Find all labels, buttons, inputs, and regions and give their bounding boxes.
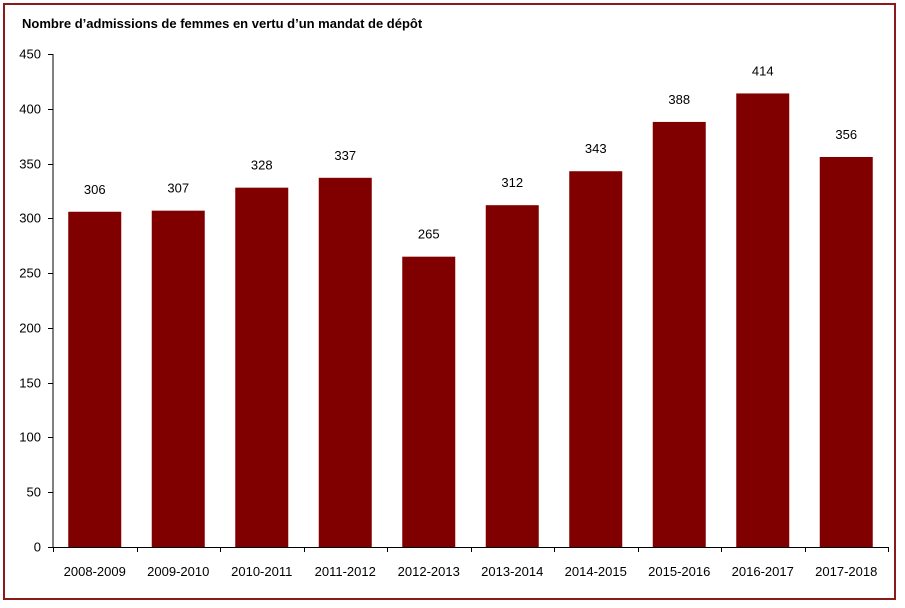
data-label: 312: [501, 175, 523, 190]
x-tick-label: 2010-2011: [231, 564, 292, 579]
data-label: 388: [668, 92, 690, 107]
bar: [819, 156, 873, 547]
data-label: 343: [585, 141, 607, 156]
y-axis: 0 50 100 150 200 250 300 350 400 450: [19, 47, 54, 555]
y-tick-label: 300: [19, 211, 41, 226]
x-tick-label: 2016-2017: [732, 564, 794, 579]
data-label: 307: [167, 181, 189, 196]
x-tick-label: 2014-2015: [565, 564, 627, 579]
y-tick-label: 350: [19, 157, 41, 172]
bar: [569, 171, 623, 548]
x-tick-label: 2009-2010: [147, 564, 209, 579]
bar: [235, 187, 289, 547]
bar: [402, 256, 456, 547]
y-tick-label: 250: [19, 266, 41, 281]
data-labels: 306 307 328 337 265 312 343 388 414 356: [84, 63, 857, 241]
y-tick-label: 100: [19, 430, 41, 445]
bars: [68, 93, 873, 548]
x-tick-label: 2008-2009: [64, 564, 126, 579]
bar: [736, 93, 790, 547]
data-label: 337: [334, 148, 356, 163]
x-tick-label: 2011-2012: [315, 564, 376, 579]
x-tick-label: 2017-2018: [815, 564, 877, 579]
y-tick-label: 150: [19, 376, 41, 391]
data-label: 306: [84, 182, 106, 197]
data-label: 265: [418, 227, 440, 242]
bar: [652, 121, 706, 548]
x-axis: 2008-2009 2009-2010 2010-2011 2011-2012 2012…: [53, 547, 889, 579]
x-tick-label: 2015-2016: [648, 564, 710, 579]
bar: [151, 210, 205, 548]
y-tick-label: 450: [19, 47, 41, 62]
y-tick-label: 50: [27, 485, 41, 500]
data-label: 356: [835, 127, 857, 142]
x-tick-label: 2013-2014: [481, 564, 543, 579]
data-label: 414: [752, 63, 774, 78]
bar: [68, 211, 122, 547]
bar: [318, 177, 372, 547]
chart-title: Nombre d’admissions de femmes en vertu d…: [22, 16, 423, 31]
x-tick-label: 2012-2013: [398, 564, 460, 579]
data-label: 328: [251, 158, 273, 173]
y-tick-label: 200: [19, 321, 41, 336]
y-tick-label: 0: [34, 540, 41, 555]
bar: [485, 205, 539, 548]
y-tick-label: 400: [19, 102, 41, 117]
